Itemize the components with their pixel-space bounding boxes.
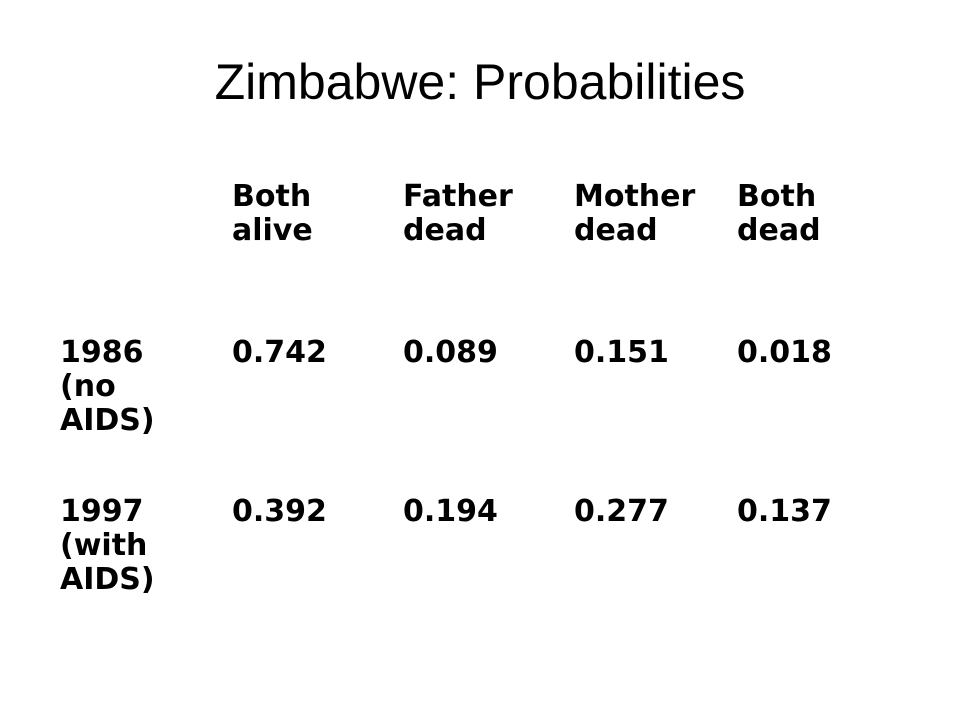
cell-1986-both-alive: 0.742 [232, 335, 327, 370]
row-label-1997: 1997 (with AIDS) [60, 494, 155, 597]
column-header-both-dead: Both dead [737, 179, 821, 248]
cell-1997-both-alive: 0.392 [232, 494, 327, 529]
cell-1997-both-dead: 0.137 [737, 494, 832, 529]
column-header-mother-dead: Mother dead [574, 179, 696, 248]
cell-1986-both-dead: 0.018 [737, 335, 832, 370]
row-label-1986: 1986 (no AIDS) [60, 335, 155, 438]
cell-1986-father-dead: 0.089 [403, 335, 498, 370]
column-header-both-alive: Both alive [232, 179, 313, 248]
column-header-father-dead: Father dead [403, 179, 513, 248]
cell-1997-father-dead: 0.194 [403, 494, 498, 529]
cell-1986-mother-dead: 0.151 [574, 335, 669, 370]
cell-1997-mother-dead: 0.277 [574, 494, 669, 529]
slide-title: Zimbabwe: Probabilities [214, 54, 746, 110]
